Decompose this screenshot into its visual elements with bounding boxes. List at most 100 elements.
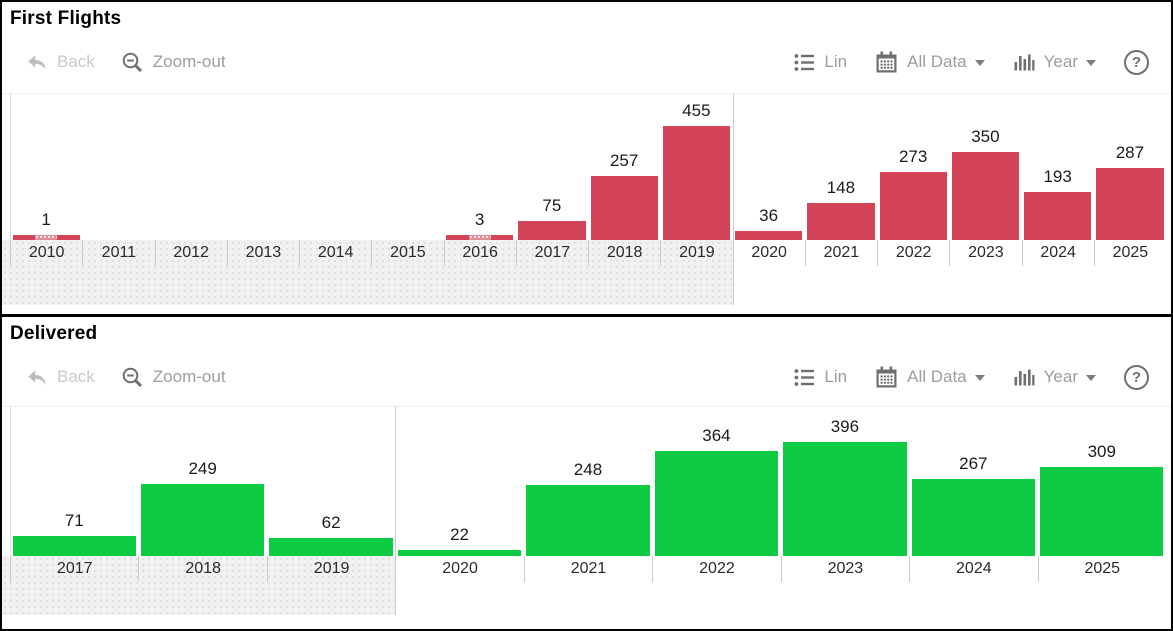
bar-value-label: 396 <box>830 417 860 436</box>
calendar-icon <box>875 366 898 389</box>
bar-value-label: 350 <box>971 127 1000 146</box>
help-icon: ? <box>1124 49 1149 75</box>
axis-year-label: 2014 <box>299 240 371 266</box>
help-button[interactable]: ? <box>1124 364 1149 390</box>
axis-year-label: 2016 <box>443 240 516 266</box>
bar[interactable] <box>269 538 393 556</box>
bar-value-label: 148 <box>826 178 856 197</box>
bar-value-label: 364 <box>702 426 731 445</box>
axis-year-label: 2025 <box>1093 240 1166 266</box>
axis-year-label: 2023 <box>949 240 1021 266</box>
bar[interactable] <box>1024 192 1092 240</box>
bar-pattern-overlay <box>35 235 58 240</box>
selected-region <box>2 556 396 615</box>
back-icon <box>26 52 48 72</box>
zoom-out-icon <box>121 366 144 389</box>
bar[interactable] <box>735 231 803 240</box>
bar-value-label: 249 <box>188 459 217 478</box>
back-icon <box>26 367 48 387</box>
page-title: First Flights <box>10 8 122 29</box>
all-data-label: All Data <box>907 367 967 386</box>
bar[interactable] <box>951 152 1019 240</box>
axis-year-label: 2017 <box>515 240 588 266</box>
list-icon <box>794 53 815 72</box>
axis-year-label: 2022 <box>652 556 780 582</box>
bar[interactable] <box>807 203 875 240</box>
plot-top-border <box>2 93 1171 94</box>
bar[interactable] <box>911 479 1036 556</box>
axis-year-label: 2021 <box>523 556 652 582</box>
axis-year-label: 2023 <box>780 556 909 582</box>
bar[interactable] <box>140 484 265 556</box>
axis-year-label: 2024 <box>909 556 1037 582</box>
axis-year-label: 2022 <box>877 240 949 266</box>
help-icon: ? <box>1124 364 1149 390</box>
bar[interactable] <box>879 172 947 240</box>
year-granularity-dropdown[interactable]: Year <box>1013 366 1096 388</box>
toolbar: Back Zoom-out Lin <box>2 45 1171 79</box>
bar-value-label: 22 <box>450 525 469 544</box>
bar[interactable] <box>446 235 514 240</box>
bar-chart-icon <box>1013 51 1035 73</box>
year-label: Year <box>1043 52 1078 71</box>
bar[interactable] <box>783 442 907 556</box>
delivered-panel: Delivered Back Zoom-out <box>2 317 1171 629</box>
axis-year-label: 2019 <box>660 240 732 266</box>
year-granularity-dropdown[interactable]: Year <box>1013 51 1096 73</box>
chevron-down-icon <box>1086 375 1096 381</box>
selected-region <box>2 240 733 305</box>
zoom-out-label: Zoom-out <box>152 367 226 386</box>
bar-value-label: 62 <box>321 513 341 532</box>
axis-year-label: 2015 <box>371 240 443 266</box>
back-button[interactable]: Back <box>26 52 95 72</box>
delivered-chart-area: 2017 71 2018 249 2019 62 2020 22 2021 248 2022 364 2… <box>2 406 1171 615</box>
axis-year-label: 2018 <box>588 240 660 266</box>
bar[interactable] <box>662 126 730 240</box>
toolbar: Back Zoom-out Lin <box>2 360 1171 394</box>
selected-range-divider-line <box>395 406 397 615</box>
bar-value-label: 287 <box>1115 143 1145 162</box>
bar[interactable] <box>518 221 586 240</box>
back-button[interactable]: Back <box>26 367 95 387</box>
zoom-out-icon <box>121 51 144 74</box>
axis-year-label: 2020 <box>395 556 523 582</box>
help-button[interactable]: ? <box>1124 49 1149 75</box>
all-data-dropdown[interactable]: All Data <box>875 366 985 389</box>
lin-label: Lin <box>824 367 848 386</box>
panel-divider <box>2 314 1171 317</box>
bar[interactable] <box>654 451 779 556</box>
bar[interactable] <box>1040 467 1164 556</box>
bar-value-label: 71 <box>64 511 84 530</box>
lin-scale-button[interactable]: Lin <box>794 52 847 72</box>
zoom-out-label: Zoom-out <box>152 52 226 71</box>
chevron-down-icon <box>974 375 985 381</box>
page-title: Delivered <box>10 323 98 344</box>
bar[interactable] <box>526 485 650 556</box>
bar-value-label: 257 <box>609 151 639 170</box>
plot-top-border <box>2 406 1171 407</box>
bar-value-label: 248 <box>573 460 603 479</box>
all-data-dropdown[interactable]: All Data <box>875 51 985 74</box>
back-label: Back <box>57 367 95 386</box>
list-icon <box>794 368 815 387</box>
zoom-out-button[interactable]: Zoom-out <box>121 366 226 389</box>
axis-year-label: 2012 <box>154 240 227 266</box>
toolbar-left: Back Zoom-out <box>26 366 226 389</box>
axis-year-label: 2025 <box>1037 556 1166 582</box>
zoom-out-button[interactable]: Zoom-out <box>121 51 226 74</box>
bar[interactable] <box>12 536 136 556</box>
toolbar-left: Back Zoom-out <box>26 51 226 74</box>
bar[interactable] <box>1096 168 1164 240</box>
bar[interactable] <box>590 176 658 240</box>
axis-year-label: 2017 <box>10 556 138 582</box>
first-flights-chart-area: 2010 1 2011 2012 2013 2014 2015 2016 3 2017 75 2018… <box>2 93 1171 310</box>
bar[interactable] <box>12 235 80 240</box>
all-data-label: All Data <box>907 52 967 71</box>
axis-year-label: 2011 <box>82 240 154 266</box>
calendar-icon <box>875 51 898 74</box>
chevron-down-icon <box>974 60 985 66</box>
lin-scale-button[interactable]: Lin <box>794 367 847 387</box>
bar[interactable] <box>397 550 522 556</box>
toolbar-right: Lin All Data Year ? <box>794 49 1149 75</box>
bar-value-label: 309 <box>1087 442 1116 461</box>
